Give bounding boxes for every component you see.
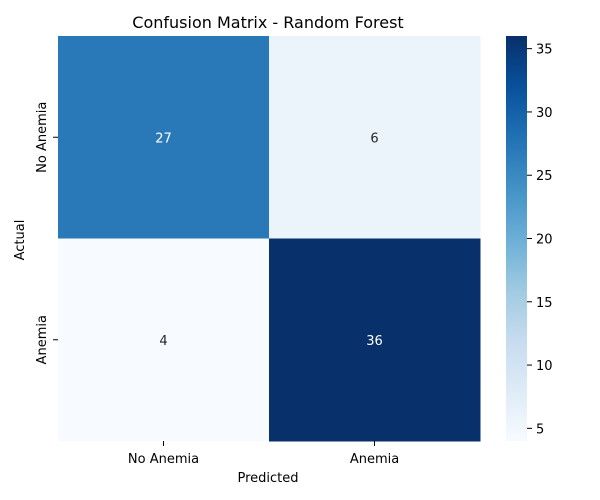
cell-value-label: 4 [159, 334, 167, 349]
y-tick-label: Anemia [35, 315, 50, 364]
heatmap-cell [58, 36, 270, 239]
x-axis-ticks: No Anemia Anemia [128, 441, 399, 467]
colorbar-tick-label: 10 [536, 359, 553, 374]
colorbar-tick-label: 20 [536, 233, 553, 248]
colorbar: 5 10 15 20 25 30 35 [506, 36, 553, 441]
cell-value-label: 36 [366, 334, 383, 349]
y-tick-label: No Anemia [35, 102, 50, 173]
cell-value-label: 6 [370, 131, 378, 146]
heatmap-cell [269, 36, 481, 239]
cell-value-label: 27 [155, 131, 172, 146]
x-tick-label: Anemia [350, 452, 399, 467]
colorbar-gradient [506, 36, 527, 441]
chart-title: Confusion Matrix - Random Forest [132, 13, 403, 32]
colorbar-tick-label: 35 [536, 43, 553, 58]
heatmap-cell [58, 238, 270, 442]
y-axis-label: Actual [13, 220, 28, 261]
colorbar-tick-label: 5 [536, 422, 544, 437]
heatmap-plot-area: 27 6 4 36 [58, 36, 481, 442]
heatmap-cell [269, 238, 481, 442]
colorbar-tick-label: 15 [536, 296, 553, 311]
x-tick-label: No Anemia [128, 452, 199, 467]
y-axis-ticks: No Anemia Anemia [35, 102, 58, 364]
colorbar-tick-label: 25 [536, 169, 553, 184]
colorbar-tick-label: 30 [536, 106, 553, 121]
x-axis-label: Predicted [237, 471, 298, 486]
